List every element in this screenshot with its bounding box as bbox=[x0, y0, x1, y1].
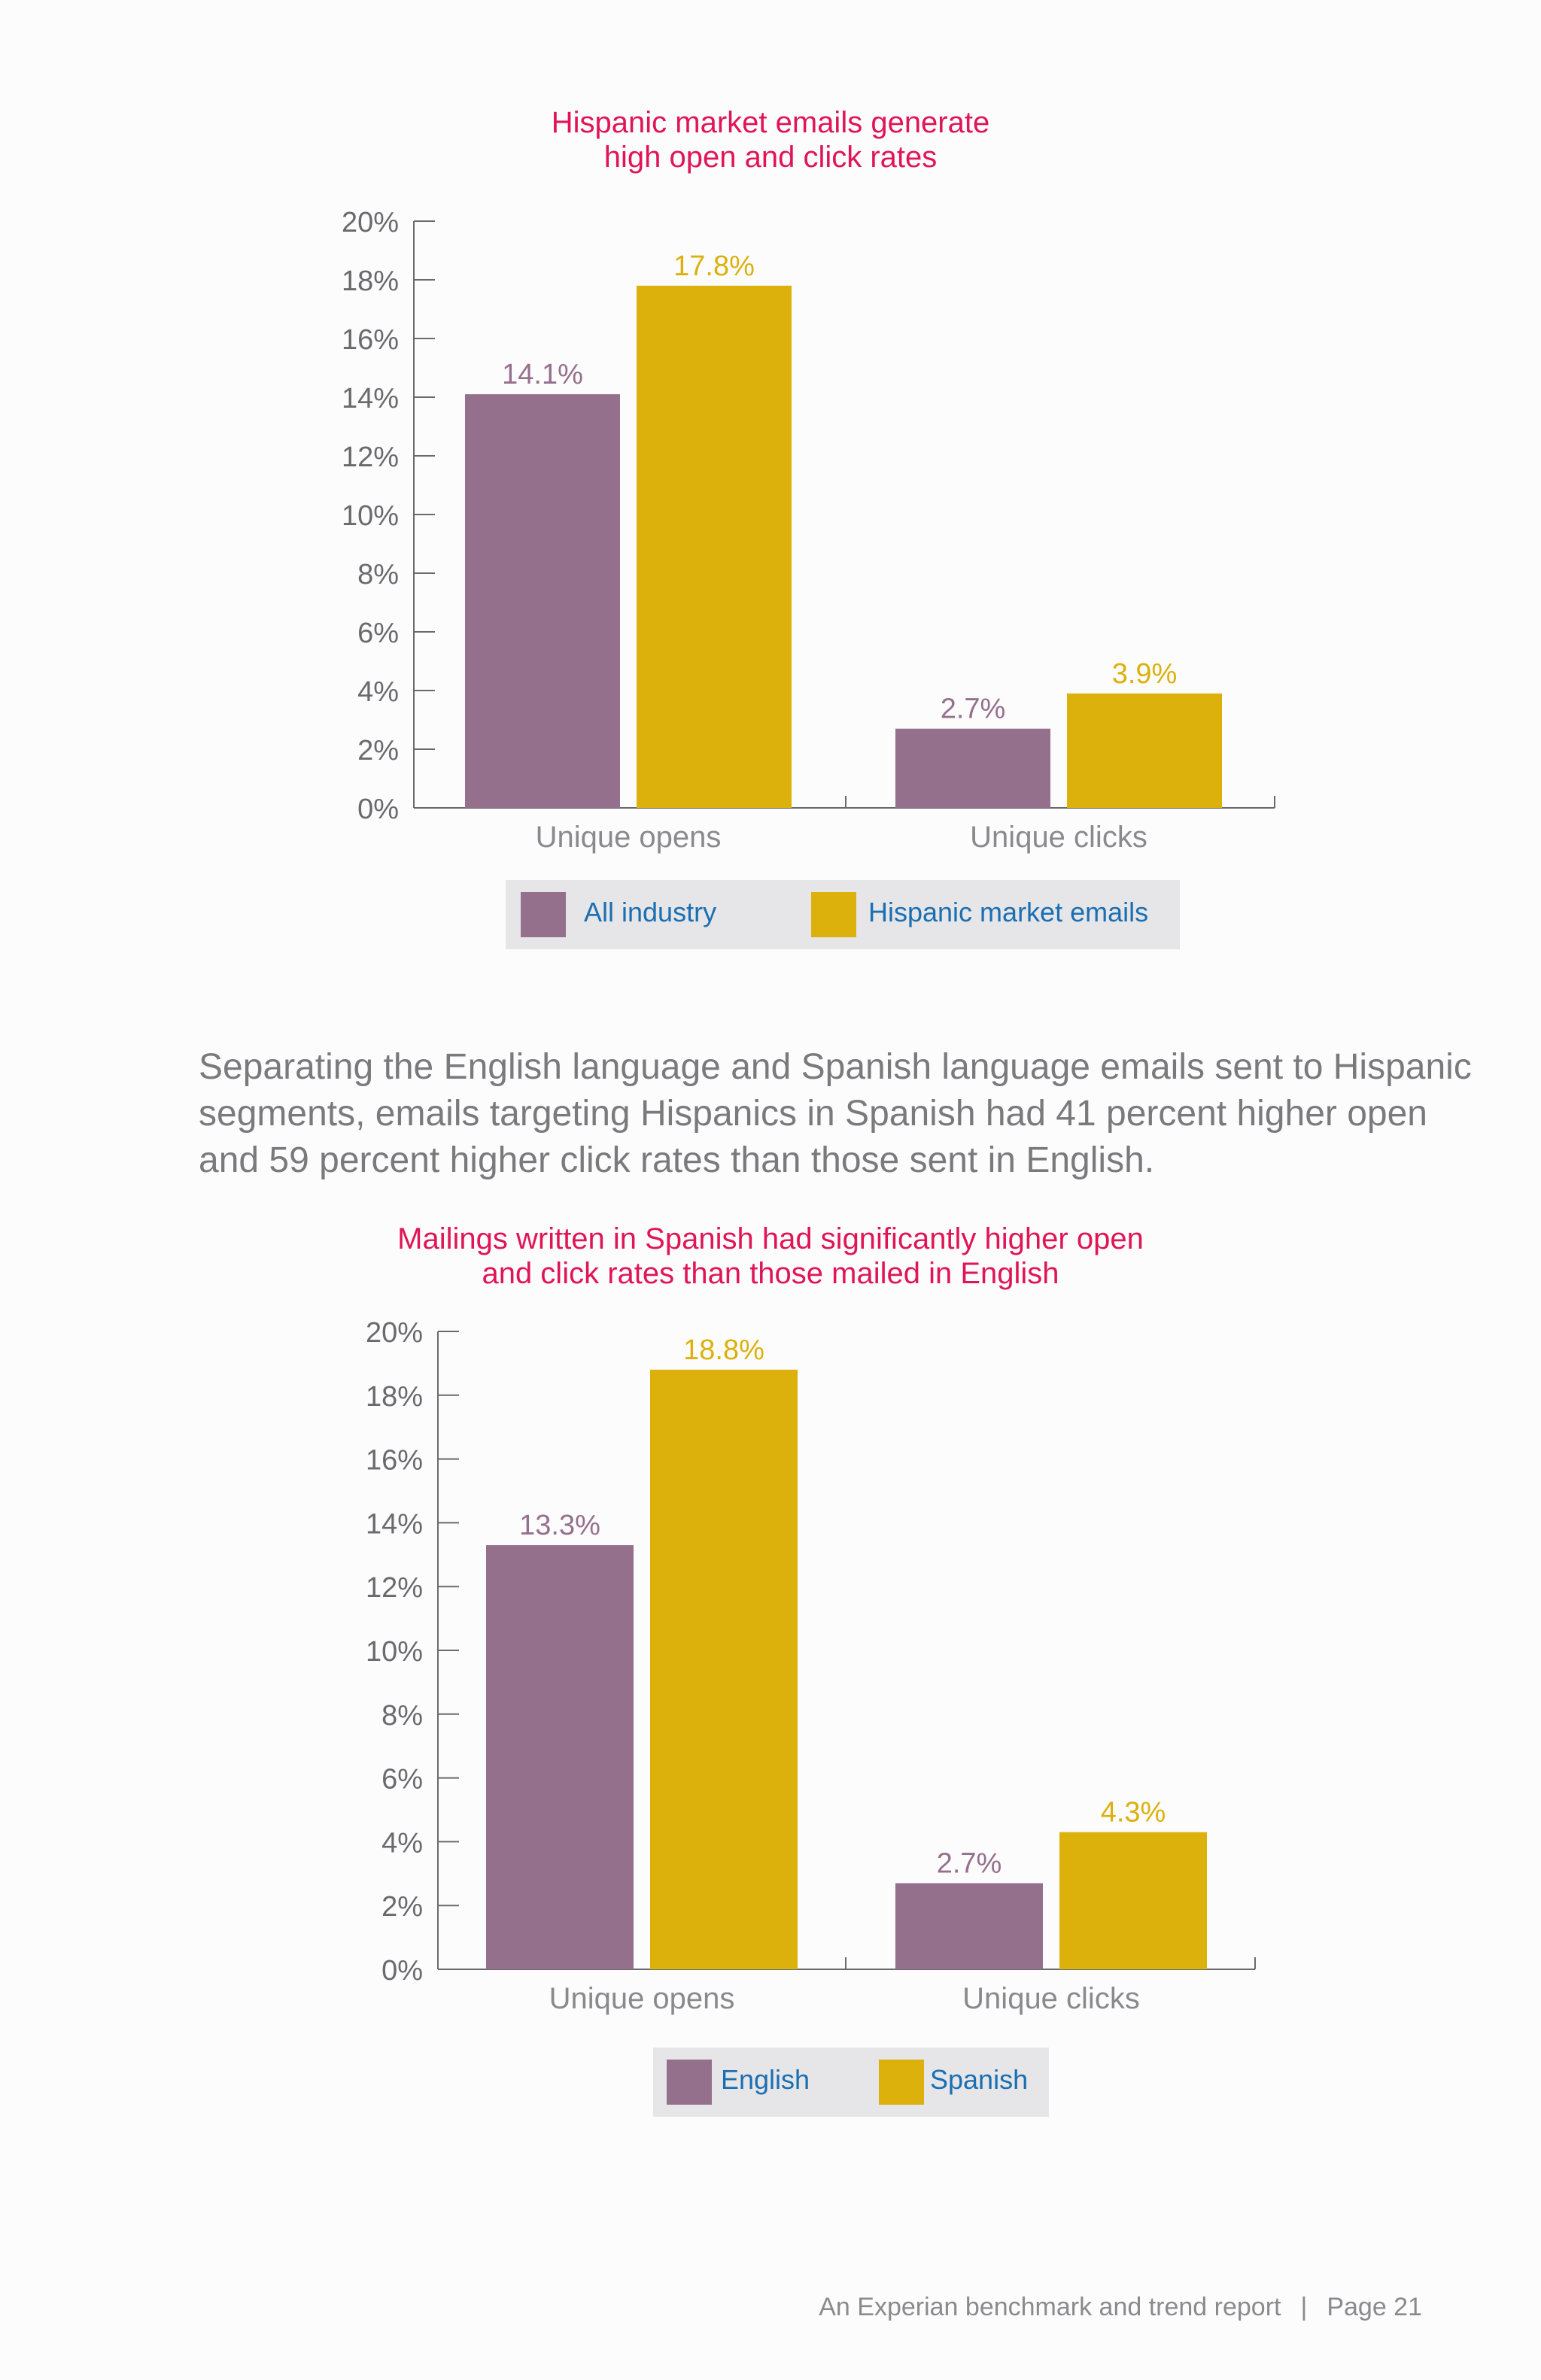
chart-1-title: Hispanic market emails generate high ope… bbox=[0, 105, 1541, 175]
legend-swatch-all-industry bbox=[521, 892, 566, 937]
chart-2-title: Mailings written in Spanish had signific… bbox=[0, 1222, 1541, 1291]
bar-english-unique-opens bbox=[486, 1545, 634, 1969]
y-tick-label: 12% bbox=[342, 442, 399, 473]
page-footer: An Experian benchmark and trend report | P… bbox=[760, 2293, 1422, 2322]
y-tick-label: 0% bbox=[357, 794, 399, 825]
y-tick-label: 14% bbox=[342, 383, 399, 414]
legend-swatch-hispanic-market bbox=[811, 892, 856, 937]
y-tick-label: 18% bbox=[342, 266, 399, 297]
data-label: 17.8% bbox=[673, 250, 755, 282]
legend-label-hispanic-market: Hispanic market emails bbox=[868, 897, 1149, 927]
bar-spanish-unique-clicks bbox=[1059, 1832, 1207, 1969]
legend-label-all-industry: All industry bbox=[584, 897, 717, 927]
bar-hispanic-market-emails-unique-opens bbox=[637, 285, 792, 808]
chart-1-title-line-1: Hispanic market emails generate bbox=[551, 106, 990, 139]
y-tick-label: 10% bbox=[366, 1636, 423, 1668]
data-label: 14.1% bbox=[502, 359, 583, 390]
legend-swatch-english bbox=[667, 2060, 712, 2105]
chart-2-plot: 0% 2% 4% 6% 8% 10% 12% 14% 16% 18% 20% 13.3% 18.8% Un… bbox=[366, 1317, 1256, 2015]
chart-2-title-line-2: and click rates than those mailed in Eng… bbox=[482, 1257, 1059, 1290]
x-category-label: Unique opens bbox=[549, 1982, 735, 2015]
data-label: 18.8% bbox=[683, 1334, 764, 1366]
x-category-label: Unique opens bbox=[536, 821, 722, 854]
x-category-label: Unique clicks bbox=[970, 821, 1147, 854]
legend-swatch-spanish bbox=[879, 2060, 924, 2105]
y-tick-label: 8% bbox=[357, 559, 399, 590]
y-tick-label: 10% bbox=[342, 500, 399, 532]
data-label: 13.3% bbox=[519, 1510, 600, 1541]
bar-all-industry-unique-clicks bbox=[895, 728, 1050, 808]
y-tick-label: 20% bbox=[366, 1317, 423, 1349]
x-category-label: Unique clicks bbox=[962, 1982, 1140, 2015]
y-tick-label: 4% bbox=[357, 676, 399, 708]
body-paragraph: Separating the English language and Span… bbox=[199, 1047, 1472, 1180]
legend-label-spanish: Spanish bbox=[930, 2064, 1029, 2095]
legend-label-english: English bbox=[721, 2064, 810, 2095]
y-tick-label: 18% bbox=[366, 1381, 423, 1413]
y-tick-label: 2% bbox=[381, 1891, 423, 1923]
bar-all-industry-unique-opens bbox=[465, 394, 620, 808]
y-tick-label: 20% bbox=[342, 207, 399, 238]
bar-hispanic-market-emails-unique-clicks bbox=[1067, 693, 1222, 808]
y-tick-label: 14% bbox=[366, 1508, 423, 1540]
bar-spanish-unique-opens bbox=[650, 1369, 798, 1969]
y-tick-label: 0% bbox=[381, 1955, 423, 1987]
y-tick-label: 6% bbox=[357, 618, 399, 649]
chart-2-title-line-1: Mailings written in Spanish had signific… bbox=[397, 1222, 1144, 1255]
chart-1-plot: 0% 2% 4% 6% 8% 10% 12% 14% 16% 18% 20% 14.1% 17.8% Un… bbox=[342, 207, 1275, 854]
chart-1-legend: All industry Hispanic market emails bbox=[506, 880, 1180, 949]
chart-1-title-line-2: high open and click rates bbox=[603, 141, 938, 174]
y-tick-label: 4% bbox=[381, 1827, 423, 1859]
y-tick-label: 2% bbox=[357, 735, 399, 767]
y-tick-label: 8% bbox=[381, 1700, 423, 1732]
footer-page-number: Page 21 bbox=[1327, 2293, 1422, 2321]
y-tick-label: 16% bbox=[342, 324, 399, 356]
bar-english-unique-clicks bbox=[895, 1883, 1043, 1969]
data-label: 4.3% bbox=[1101, 1797, 1166, 1829]
data-label: 2.7% bbox=[937, 1848, 1002, 1880]
chart-2-legend: English Spanish bbox=[653, 2048, 1049, 2117]
y-tick-label: 16% bbox=[366, 1445, 423, 1477]
data-label: 3.9% bbox=[1112, 658, 1178, 690]
data-label: 2.7% bbox=[941, 694, 1006, 725]
footer-separator: | bbox=[1300, 2293, 1308, 2321]
y-tick-label: 6% bbox=[381, 1764, 423, 1796]
y-tick-label: 12% bbox=[366, 1572, 423, 1604]
footer-report-title: An Experian benchmark and trend report bbox=[819, 2293, 1281, 2321]
